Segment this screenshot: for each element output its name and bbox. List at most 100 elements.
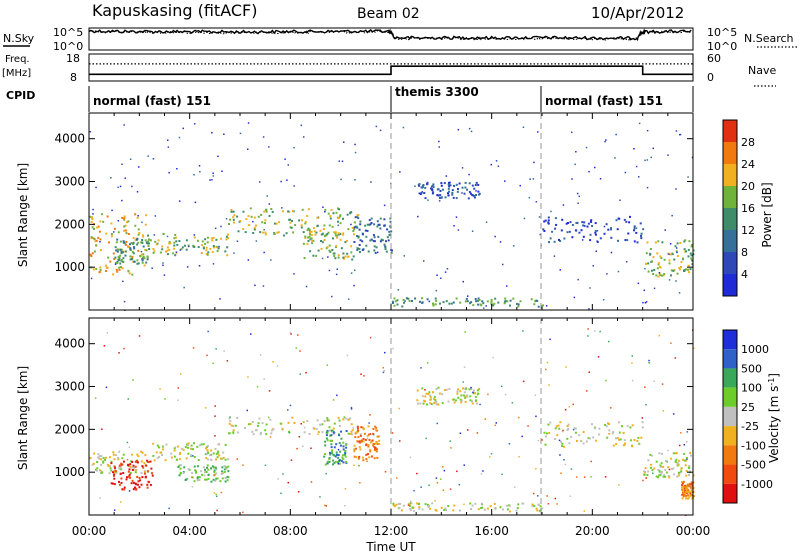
scatter-cell [687,264,690,267]
scatter-cell [610,251,613,254]
power-colorbar-tick: 24 [741,158,755,171]
scatter-cell [469,395,472,398]
scatter-cell [409,509,412,511]
scatter-cell [128,490,131,492]
scatter-cell [460,401,463,404]
scatter-cell [331,431,333,433]
scatter-cell [324,208,327,211]
scatter-cell [118,450,121,453]
scatter-cell [640,232,643,235]
scatter-cell [472,391,474,394]
scatter-cell [124,177,126,179]
scatter-cell [114,470,117,473]
scatter-cell [233,214,236,217]
scatter-cell [493,502,496,505]
scatter-cell [373,240,376,243]
scatter-cell [475,399,477,402]
scatter-cell [629,215,631,218]
scatter-cell [91,463,94,466]
scatter-cell [214,447,217,450]
scatter-cell [194,469,197,472]
scatter-cell [179,249,181,251]
date-label: 10/Apr/2012 [591,4,684,22]
scatter-cell [679,242,682,244]
scatter-cell [678,267,681,270]
scatter-cell [476,389,479,392]
scatter-cell [358,446,361,449]
scatter-cell [612,430,615,433]
scatter-cell [622,444,625,447]
scatter-cell [272,428,275,431]
scatter-cell [163,274,166,276]
scatter-cell [148,242,150,245]
scatter-cell [110,469,113,472]
scatter-cell [326,417,329,420]
scatter-cell [254,284,256,287]
scatter-cell [110,177,112,179]
scatter-cell [137,241,140,244]
scatter-cell [481,506,484,509]
scatter-cell [126,458,129,461]
scatter-cell [397,289,400,291]
scatter-cell [115,262,117,264]
scatter-cell [116,262,119,264]
scatter-cell [326,462,329,465]
scatter-cell [655,274,658,277]
scatter-cell [335,273,338,276]
scatter-cell [587,328,589,330]
scatter-cell [216,495,218,498]
scatter-cell [653,380,655,382]
scatter-cell [272,361,274,363]
scatter-cell [340,437,343,440]
scatter-cell [683,269,686,271]
scatter-cell [669,243,672,245]
scatter-cell [109,464,111,467]
scatter-cell [467,197,470,200]
scatter-cell [214,415,216,417]
scatter-cell [594,233,597,236]
scatter-cell [690,483,693,485]
scatter-cell [424,395,427,398]
scatter-cell [357,457,360,460]
scatter-cell [359,433,362,436]
scatter-cell [282,473,284,475]
scatter-cell [396,477,398,479]
scatter-cell [215,453,218,456]
scatter-cell [207,251,210,254]
scatter-cell [504,297,507,300]
scatter-cell [324,463,327,466]
scatter-cell [471,230,474,232]
noise-line-nsearch [89,30,692,42]
scatter-cell [603,232,606,235]
scatter-cell [464,181,467,184]
colorbar-swatch [723,274,737,296]
scatter-cell [468,182,471,185]
scatter-cell [139,255,142,257]
scatter-cell [358,244,361,246]
scatter-cell [347,418,350,421]
scatter-cell [232,431,235,434]
scatter-cell [269,418,272,421]
scatter-cell [127,233,130,235]
scatter-cell [165,443,168,446]
scatter-cell [686,458,688,461]
scatter-cell [439,194,442,197]
scatter-cell [543,220,546,223]
scatter-cell [615,219,618,222]
scatter-cell [534,300,537,303]
scatter-cell [672,467,675,470]
scatter-cell [380,238,383,241]
scatter-cell [264,429,267,432]
scatter-cell [502,263,504,266]
scatter-cell [346,418,349,421]
velocity-colorbar-tick: 25 [741,401,755,414]
scatter-cell [396,299,399,302]
scatter-cell [136,262,139,265]
scatter-cell [429,396,432,399]
scatter-cell [124,229,127,232]
scatter-cell [99,241,101,243]
scatter-cell [183,244,186,247]
scatter-cell [309,238,312,241]
scatter-cell [206,354,208,357]
